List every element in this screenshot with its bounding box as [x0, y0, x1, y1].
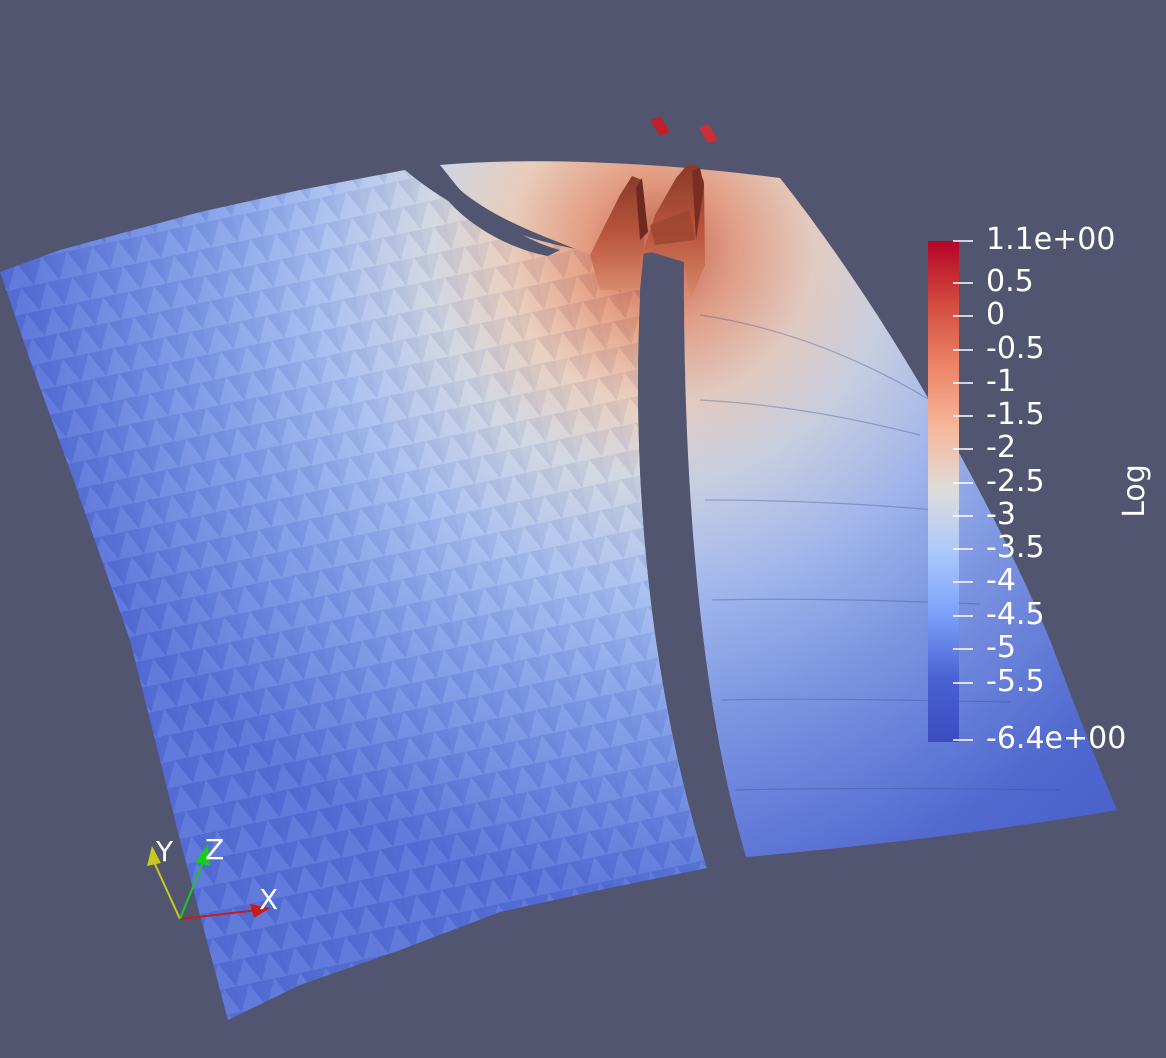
surface-gap — [638, 252, 746, 868]
colorbar — [928, 240, 973, 742]
colorbar-label: -2 — [986, 430, 1016, 465]
colorbar-label: -0.5 — [986, 331, 1045, 366]
colorbar-gradient — [928, 241, 959, 742]
peak-fragment-left — [650, 116, 670, 136]
colorbar-label: -5 — [986, 630, 1016, 665]
colorbar-label: -1 — [986, 364, 1016, 399]
orientation-axes — [147, 844, 270, 920]
colorbar-label: -4 — [986, 563, 1016, 598]
colorbar-label: -4.5 — [986, 597, 1045, 632]
colorbar-label: 0.5 — [986, 264, 1034, 299]
x-axis-line — [179, 909, 259, 920]
peak-fragment-right — [699, 124, 718, 143]
colorbar-title: Log — [1116, 464, 1152, 518]
y-axis-arrowhead — [147, 846, 161, 866]
z-axis-line — [179, 861, 204, 920]
colorbar-label: -5.5 — [986, 664, 1045, 699]
colorbar-label: 1.1e+00 — [986, 222, 1116, 257]
z-axis-arrowhead — [195, 844, 210, 866]
axis-label-x: X — [259, 883, 279, 916]
axis-label-z: Z — [205, 833, 225, 866]
colorbar-label: 0 — [986, 297, 1006, 332]
axis-label-y: Y — [156, 835, 174, 868]
upper-gap-arc — [440, 168, 560, 256]
colorbar-label: -3.5 — [986, 530, 1045, 565]
peak-spikes — [590, 164, 705, 300]
colorbar-label: -2.5 — [986, 464, 1045, 499]
y-axis-line — [153, 861, 181, 920]
colorbar-label: -3 — [986, 497, 1016, 532]
colorbar-label: -6.4e+00 — [986, 721, 1127, 756]
x-axis-arrowhead — [250, 904, 270, 918]
colorbar-ticks — [953, 240, 973, 741]
colorbar-label: -1.5 — [986, 397, 1045, 432]
